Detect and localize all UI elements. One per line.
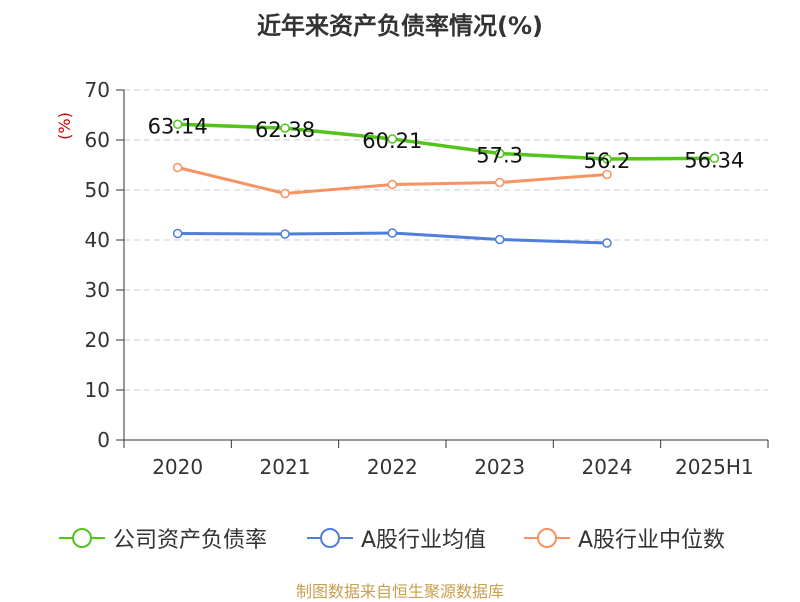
data-point [494,234,505,245]
y-tick-label: 40 [85,228,110,252]
data-point [387,179,398,190]
data-label: 62.38 [255,118,315,142]
data-source-note: 制图数据来自恒生聚源数据库 [295,582,504,601]
x-tick-label: 2023 [474,455,525,479]
x-tick-label: 2025H1 [675,455,754,479]
y-tick-label: 20 [85,328,110,352]
data-label: 57.3 [476,144,523,168]
x-tick-label: 2024 [582,455,633,479]
data-point [172,119,183,130]
data-point [172,162,183,173]
y-tick-label: 10 [85,378,110,402]
data-point [172,228,183,239]
data-point [387,134,398,144]
legend-label: A股行业中位数 [578,528,726,553]
data-point [280,123,290,133]
data-point [494,177,505,188]
data-point [602,154,612,164]
y-tick-label: 30 [85,278,110,302]
x-tick-label: 2022 [367,455,418,479]
line-chart: (%) 0 10 20 30 40 50 60 70 2020 2021 2022 2023 2024 2… [55,78,769,479]
data-point [387,228,398,238]
legend-item-company[interactable]: 公司资产负债率 [57,520,267,556]
legend-line-marker-icon [307,528,353,548]
data-label: 63.14 [148,114,208,138]
x-tick-label: 2020 [152,455,203,479]
legend-label: A股行业均值 [361,528,487,553]
y-tick-label: 0 [97,428,110,452]
data-point [494,148,505,159]
legend-label: 公司资产负债率 [113,528,268,553]
chart-title: 近年来资产负债率情况(%) [257,12,543,40]
chart-legend: 公司资产负债率 A股行业均值 A股行业中位数 [0,520,800,556]
legend-item-industry-median[interactable]: A股行业中位数 [522,520,725,556]
data-point [280,188,290,199]
data-label: 56.34 [684,148,744,172]
data-point [602,169,612,180]
y-tick-label: 70 [85,78,110,102]
y-tick-label: 60 [85,128,110,152]
data-point [602,238,612,248]
y-axis-unit-label: (%) [55,112,74,140]
legend-item-industry-average[interactable]: A股行业均值 [305,520,486,556]
legend-line-marker-icon [524,528,570,548]
x-tick-label: 2021 [260,455,311,479]
data-label: 56.2 [584,149,631,173]
data-point [709,153,720,164]
y-tick-label: 50 [85,178,110,202]
data-label: 60.21 [362,129,422,153]
data-point [280,229,290,239]
legend-line-marker-icon [59,528,105,548]
series-line [177,122,715,161]
